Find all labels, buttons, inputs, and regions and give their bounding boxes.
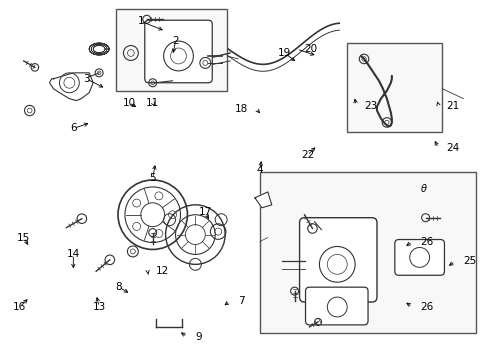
Text: 13: 13: [92, 302, 105, 312]
Text: 16: 16: [13, 302, 26, 312]
Text: 7: 7: [238, 296, 244, 306]
Text: 19: 19: [278, 48, 291, 58]
FancyBboxPatch shape: [299, 218, 376, 302]
FancyBboxPatch shape: [305, 287, 367, 325]
Text: 6: 6: [70, 123, 77, 134]
FancyBboxPatch shape: [394, 239, 444, 275]
Text: 17: 17: [198, 207, 211, 217]
Text: 8: 8: [116, 282, 122, 292]
Text: 26: 26: [420, 302, 433, 312]
Text: 22: 22: [300, 150, 313, 160]
Text: 15: 15: [17, 233, 30, 243]
Text: 10: 10: [122, 98, 135, 108]
Text: 24: 24: [446, 143, 459, 153]
Text: 26: 26: [420, 237, 433, 247]
Bar: [259, 172, 475, 333]
Text: 21: 21: [446, 100, 459, 111]
Text: 25: 25: [462, 256, 476, 266]
Polygon shape: [254, 192, 271, 208]
Text: $\theta$: $\theta$: [419, 182, 427, 194]
Text: 14: 14: [66, 249, 80, 260]
Text: 11: 11: [146, 98, 159, 108]
Text: 4: 4: [256, 165, 263, 175]
Text: 5: 5: [149, 173, 156, 183]
Text: 3: 3: [83, 74, 89, 84]
Text: 23: 23: [364, 100, 377, 111]
Bar: [116, 9, 226, 91]
Text: 18: 18: [234, 104, 247, 113]
Bar: [346, 43, 442, 132]
FancyBboxPatch shape: [144, 20, 212, 83]
Text: 20: 20: [304, 44, 317, 54]
Text: 2: 2: [172, 36, 179, 46]
Text: 12: 12: [155, 266, 168, 276]
Text: 1: 1: [137, 16, 144, 26]
Text: 9: 9: [195, 332, 202, 342]
